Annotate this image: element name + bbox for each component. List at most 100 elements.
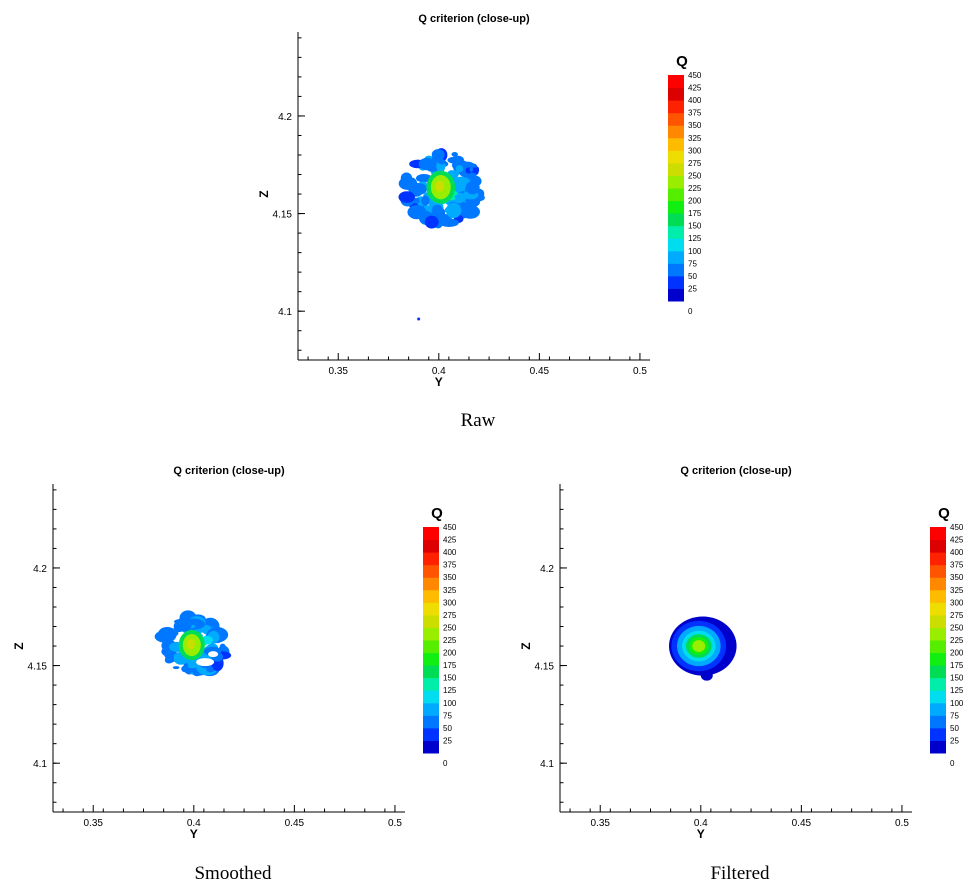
- raw-q-field: [398, 148, 485, 321]
- raw-x-tick-label: 0.35: [328, 366, 348, 377]
- raw-colorbar-swatch: [668, 188, 684, 202]
- smoothed-q-patch: [163, 629, 179, 637]
- raw-colorbar-swatch: [668, 238, 684, 252]
- smoothed-x-tick-label: 0.4: [187, 818, 201, 829]
- raw-x-tick-label: 0.5: [633, 366, 647, 377]
- raw-y-tick-label: 4.2: [278, 112, 292, 123]
- filtered-colorbar-label: 200: [950, 649, 964, 658]
- raw-colorbar-swatch: [668, 100, 684, 114]
- raw-q-patch: [455, 165, 464, 173]
- filtered-colorbar-label: 125: [950, 686, 964, 695]
- raw-colorbar-swatch: [668, 112, 684, 126]
- smoothed-colorbar-swatch: [423, 552, 439, 566]
- raw-colorbar-label: 425: [688, 84, 702, 93]
- raw-q-patch: [431, 206, 446, 218]
- filtered-contour-level: [692, 640, 706, 652]
- raw-colorbar-label: 225: [688, 184, 702, 193]
- smoothed-colorbar-swatch: [423, 614, 439, 628]
- filtered-y-tick-label: 4.15: [535, 662, 555, 673]
- raw-colorbar-label: 200: [688, 197, 702, 206]
- smoothed-colorbar-label: 325: [443, 586, 457, 595]
- raw-q-patch: [451, 155, 464, 164]
- filtered-colorbar-swatch: [930, 614, 946, 628]
- raw-q-patch: [424, 215, 439, 229]
- raw-colorbar-swatch: [668, 250, 684, 264]
- raw-colorbar-label: 400: [688, 96, 702, 105]
- filtered-colorbar-swatch: [930, 702, 946, 716]
- raw-colorbar-label: 375: [688, 109, 702, 118]
- smoothed-colorbar-swatch: [423, 690, 439, 704]
- raw-q-patch: [445, 202, 462, 219]
- filtered-colorbar-label: 225: [950, 636, 964, 645]
- filtered-colorbar-swatch: [930, 665, 946, 679]
- smoothed-colorbar-title: Q: [431, 505, 443, 522]
- raw-colorbar-label: 250: [688, 171, 702, 180]
- filtered-chart-svg: Q criterion (close-up) 0.35 0.4 0.45 0.5 4.1 4…: [519, 465, 964, 841]
- smoothed-colorbar-swatch: [423, 564, 439, 578]
- filtered-plot: Q criterion (close-up) 0.35 0.4 0.45 0.5 4.1 4…: [512, 462, 972, 852]
- raw-core-peak: [435, 180, 445, 192]
- filtered-colorbar-label: 325: [950, 586, 964, 595]
- smoothed-colorbar-label: 275: [443, 611, 457, 620]
- smoothed-colorbar-swatch: [423, 527, 439, 541]
- smoothed-colorbar-swatch: [423, 702, 439, 716]
- raw-plot: Q criterion (close-up) 0.35 0.4 0.45 0.5 4.1 4…: [250, 10, 710, 400]
- smoothed-y-tick-label: 4.15: [28, 662, 48, 673]
- smoothed-x-tick-label: 0.35: [83, 818, 103, 829]
- filtered-colorbar-swatch: [930, 677, 946, 691]
- smoothed-colorbar: Q450425400375350325300275250225200175150…: [423, 505, 457, 768]
- raw-colorbar-label: 25: [688, 284, 697, 293]
- filtered-colorbar-swatch: [930, 589, 946, 603]
- filtered-colorbar-swatch: [930, 552, 946, 566]
- raw-y-tick-label: 4.15: [273, 210, 293, 221]
- filtered-colorbar-swatch: [930, 727, 946, 741]
- filtered-colorbar-label: 175: [950, 661, 964, 670]
- smoothed-colorbar-label: 75: [443, 711, 452, 720]
- filtered-colorbar-label: 375: [950, 561, 964, 570]
- raw-x-tick-label: 0.45: [530, 366, 550, 377]
- smoothed-colorbar-swatch: [423, 577, 439, 591]
- raw-q-patch: [454, 170, 460, 177]
- filtered-caption: Filtered: [710, 863, 770, 884]
- raw-colorbar-swatch: [668, 87, 684, 101]
- smoothed-x-axis-label: Y: [190, 827, 198, 841]
- raw-chart-title: Q criterion (close-up): [418, 13, 530, 25]
- raw-colorbar-label: 125: [688, 234, 702, 243]
- raw-colorbar-swatch: [668, 125, 684, 139]
- filtered-colorbar-swatch: [930, 577, 946, 591]
- filtered-colorbar-swatch: [930, 652, 946, 666]
- raw-q-patch: [452, 176, 460, 180]
- raw-colorbar-label: 50: [688, 272, 697, 281]
- raw-colorbar-title: Q: [676, 53, 688, 70]
- raw-colorbar-swatch: [668, 263, 684, 277]
- smoothed-chart-svg: Q criterion (close-up) 0.35 0.4 0.45 0.5 4.1 4…: [12, 465, 457, 841]
- filtered-colorbar-swatch: [930, 740, 946, 754]
- raw-colorbar-label: 300: [688, 146, 702, 155]
- filtered-colorbar-label: 300: [950, 598, 964, 607]
- smoothed-x-tick-label: 0.5: [388, 818, 402, 829]
- filtered-y-tick-label: 4.1: [540, 759, 554, 770]
- raw-colorbar-label: 175: [688, 209, 702, 218]
- smoothed-colorbar-swatch: [423, 640, 439, 654]
- raw-caption: Raw: [460, 410, 496, 431]
- smoothed-q-patch: [181, 665, 189, 673]
- filtered-colorbar: Q450425400375350325300275250225200175150…: [930, 505, 964, 768]
- raw-chart-svg: Q criterion (close-up) 0.35 0.4 0.45 0.5 4.1 4…: [257, 13, 702, 389]
- raw-y-axis-label: Z: [257, 190, 271, 197]
- raw-colorbar-swatch: [668, 150, 684, 164]
- raw-colorbar-label: 450: [688, 71, 702, 80]
- raw-colorbar-swatch: [668, 288, 684, 302]
- filtered-colorbar-label: 350: [950, 573, 964, 582]
- raw-colorbar: Q450425400375350325300275250225200175150…: [668, 53, 702, 316]
- smoothed-q-patch: [183, 663, 189, 667]
- filtered-colorbar-swatch: [930, 539, 946, 553]
- smoothed-colorbar-swatch: [423, 665, 439, 679]
- smoothed-colorbar-label: 225: [443, 636, 457, 645]
- raw-colorbar-swatch: [668, 175, 684, 189]
- filtered-colorbar-label: 75: [950, 711, 959, 720]
- raw-q-patch: [454, 178, 459, 182]
- raw-colorbar-swatch: [668, 137, 684, 151]
- raw-colorbar-label: 150: [688, 222, 702, 231]
- raw-q-patch: [398, 191, 415, 203]
- smoothed-colorbar-swatch: [423, 539, 439, 553]
